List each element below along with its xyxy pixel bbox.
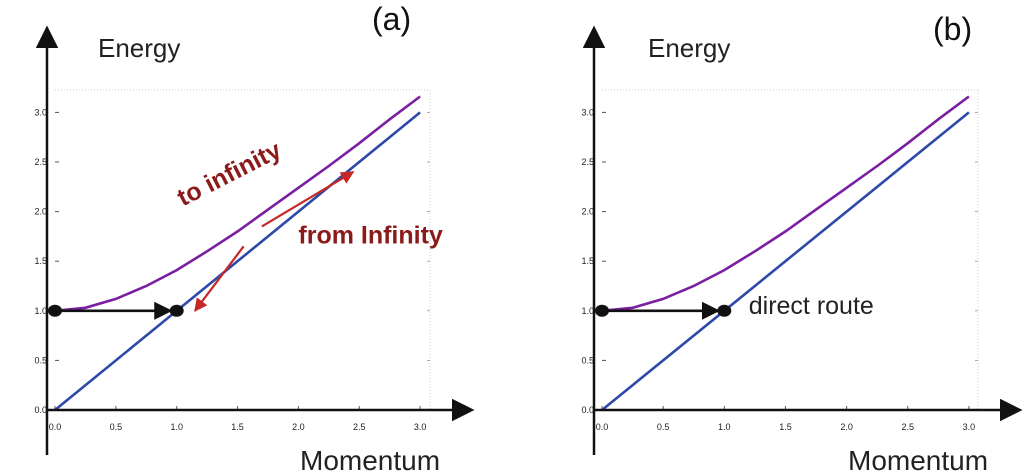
annotation-label: to infinity [173,136,286,212]
y-axis-label: Energy [648,33,730,63]
y-tick-label: 0.0 [581,405,594,415]
series-line-blue [601,111,970,412]
y-axis-label: Energy [98,33,180,63]
y-tick-label: 1.5 [581,256,594,266]
y-tick-label: 2.5 [581,157,594,167]
y-tick-label: 3.0 [34,107,47,117]
annotation-label: from Infinity [298,221,443,249]
x-tick-label: 2.5 [353,422,366,432]
x-tick-label: 1.5 [779,422,792,432]
x-tick-label: 1.5 [231,422,244,432]
annotation-label: direct route [749,292,874,320]
panel-label: (a) [372,1,411,37]
marker-point [48,304,62,317]
x-axis-label: Momentum [300,445,440,473]
panel-label: (b) [933,11,972,47]
x-axis-label: Momentum [848,445,988,473]
x-tick-label: 2.0 [840,422,853,432]
y-tick-label: 1.0 [34,306,47,316]
x-tick-label: 0.5 [657,422,670,432]
x-tick-label: 2.5 [901,422,914,432]
x-tick-label: 3.0 [963,422,976,432]
marker-point [595,304,609,317]
y-tick-label: 0.5 [581,355,594,365]
y-tick-label: 3.0 [581,107,594,117]
x-tick-label: 1.0 [718,422,731,432]
panel-b: (b) Energy Momentum 0.0 0.5 1.0 1.5 2.0 2.5 3.… [581,11,1023,473]
x-tick-label: 0.5 [110,422,123,432]
y-tick-label: 2.0 [581,207,594,217]
x-tick-label: 1.0 [170,422,183,432]
x-tick-label: 2.0 [292,422,305,432]
panel-a: (a) Energy Momentum 0.0 0.5 1.0 1.5 2.0 2.5 3.… [34,1,475,473]
y-tick-label: 0.5 [34,355,47,365]
y-tick-label: 2.0 [34,207,47,217]
series-line-purple [54,95,421,313]
marker-point [169,304,184,317]
x-tick-label: 3.0 [414,422,427,432]
x-tick-label: 0.0 [596,422,609,432]
red-arrow [194,245,245,312]
marker-point [717,304,732,317]
x-tick-label: 0.0 [49,422,62,432]
y-tick-label: 1.5 [34,256,47,266]
y-tick-label: 2.5 [34,157,47,167]
y-tick-label: 1.0 [581,306,594,316]
series-line-purple [601,95,970,313]
y-tick-label: 0.0 [34,405,47,415]
series-line-blue [54,111,421,412]
red-arrow [261,170,355,228]
